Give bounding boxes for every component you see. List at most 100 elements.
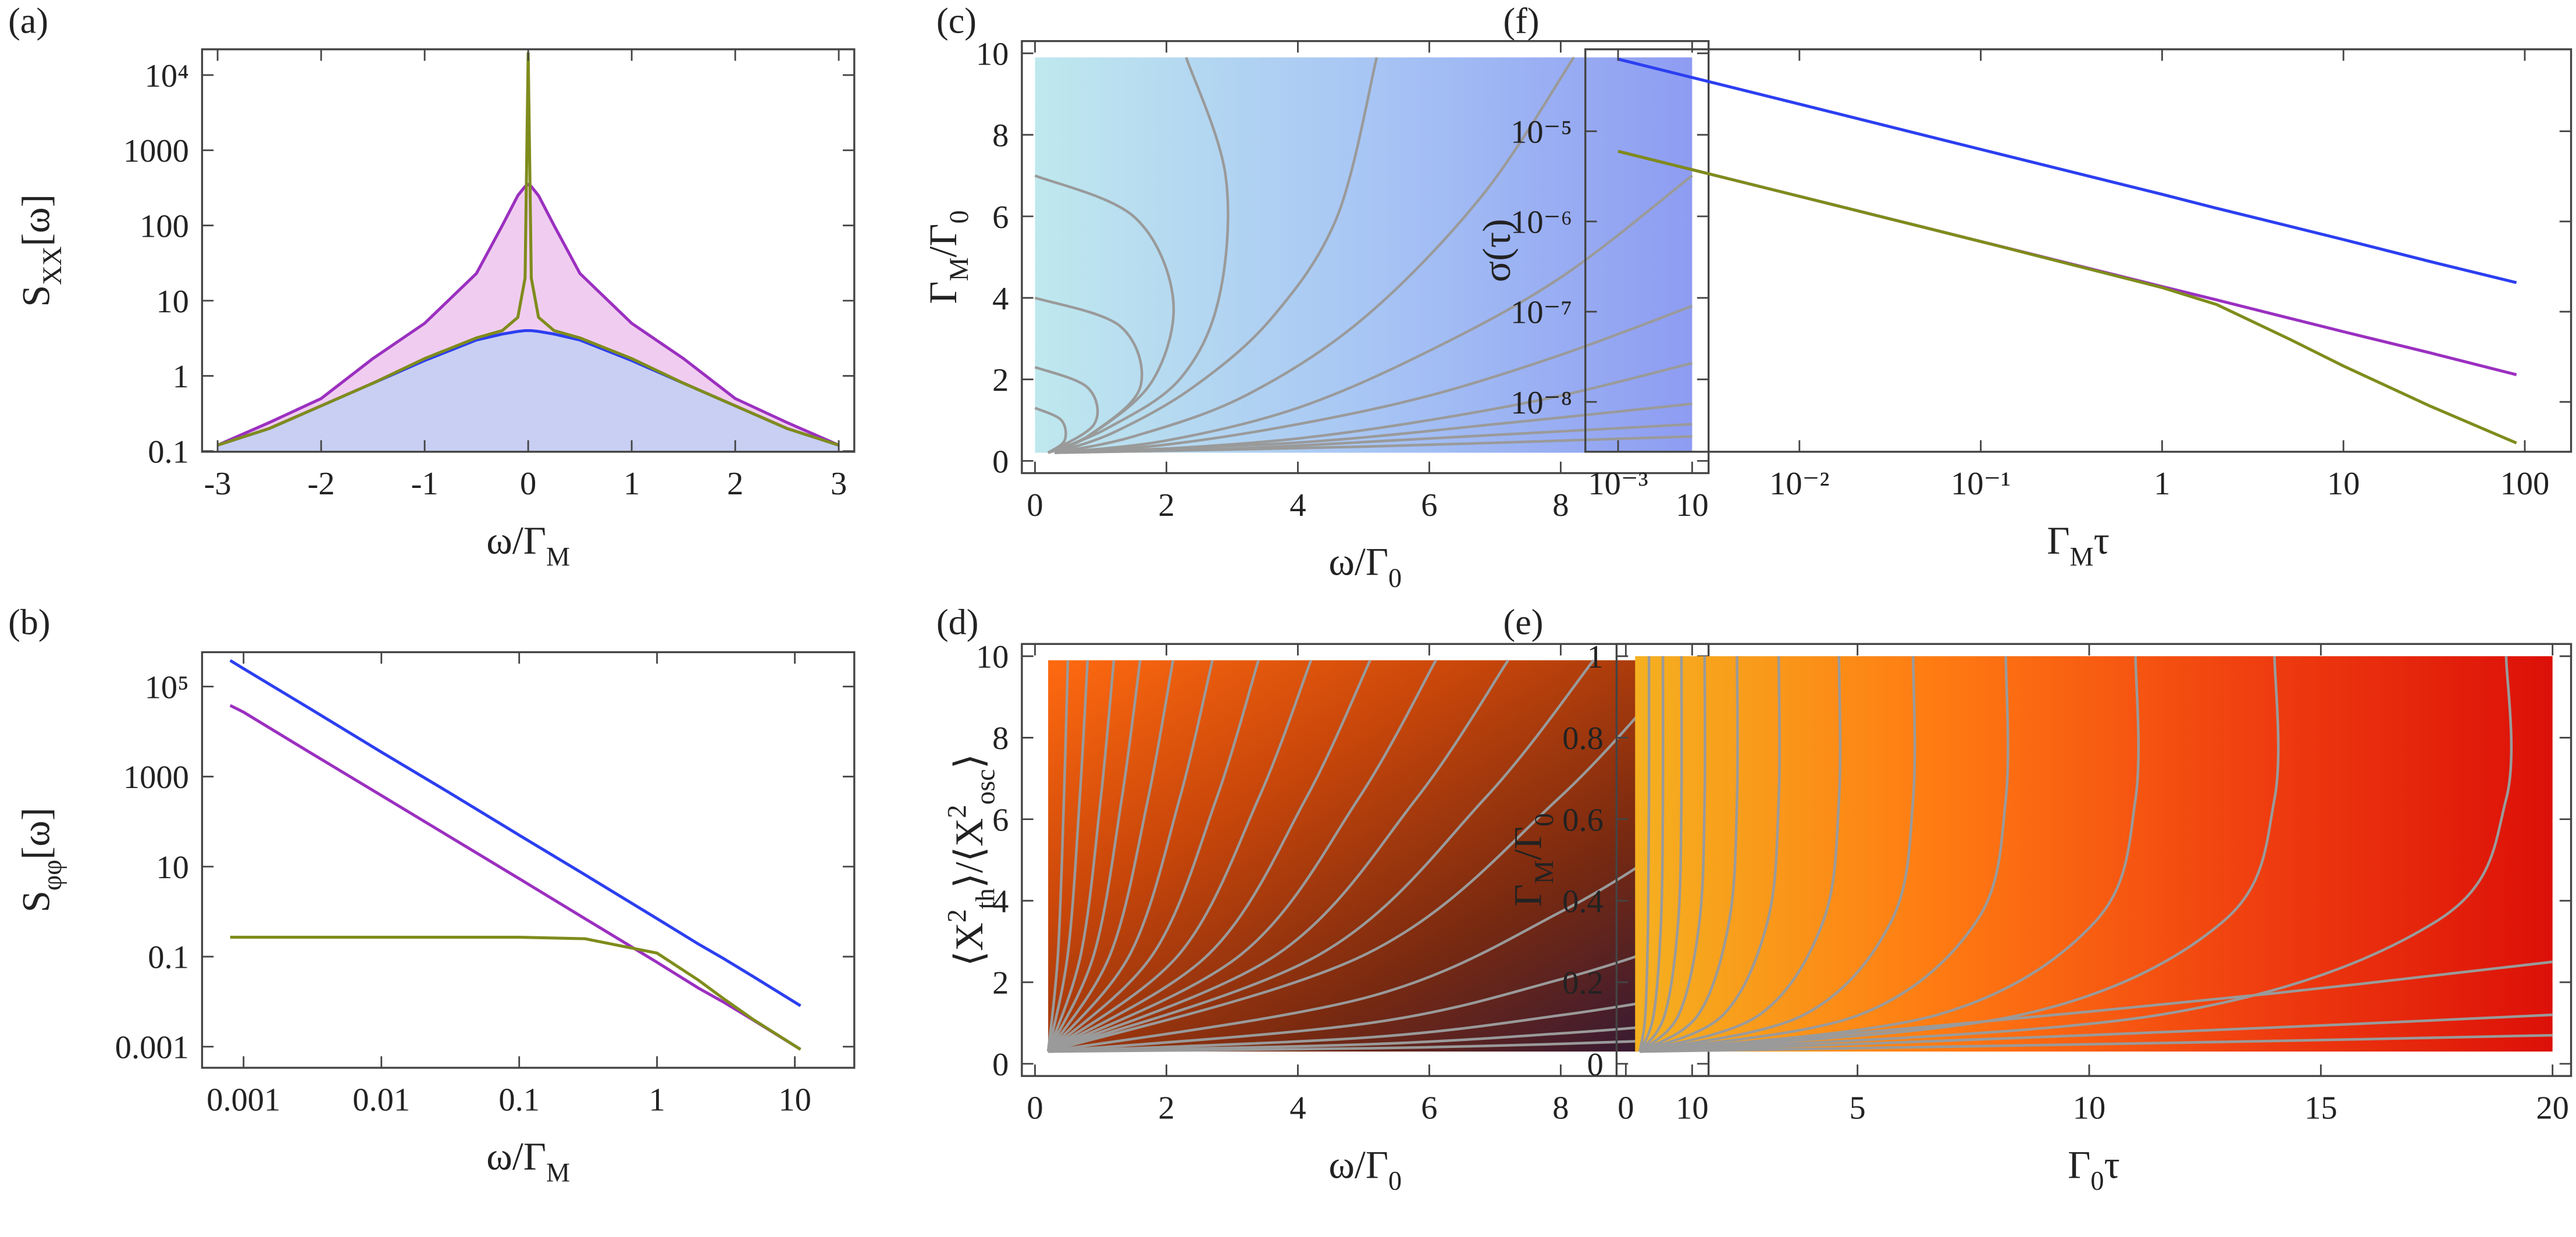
- contour-line: [1047, 830, 1693, 1053]
- panel-label: (d): [936, 603, 978, 642]
- x-tick-label: 4: [1289, 487, 1306, 523]
- y-tick-label: 10⁵: [145, 669, 189, 705]
- x-tick-label: -1: [411, 466, 439, 502]
- panel: 10⁻³ 10⁻² 10⁻¹ 1 10 100 10⁻⁵ 10⁻⁶ 10⁻⁷ 10⁻⁸ (f) ΓMτ…: [1475, 2, 2573, 571]
- label-part: φφ: [37, 860, 67, 890]
- y-tick-label: 0: [992, 1047, 1009, 1083]
- contour-line: [1047, 660, 1260, 1053]
- contour-line: [1054, 56, 1575, 454]
- x-tick-label: 10⁻¹: [1951, 466, 2011, 502]
- y-tick-label: 4: [992, 281, 1009, 317]
- y-axis-label: Sφφ[ω]: [15, 807, 67, 912]
- contour-line: [1047, 660, 1313, 1053]
- area-fill: [218, 330, 839, 452]
- label-part: 0: [1529, 813, 1559, 826]
- label-part: [ω]: [15, 194, 58, 247]
- x-tick-label: 0.1: [498, 1082, 540, 1118]
- y-tick-label: 10⁴: [145, 58, 189, 94]
- x-tick-label: 15: [2304, 1090, 2337, 1127]
- panel: 0.001 0.01 0.1 1 10 0.001 0.1 10 1000 10⁵ (b) ω/ΓM S…: [8, 603, 856, 1187]
- x-tick-label: -2: [308, 466, 335, 502]
- y-tick-label: 10⁻⁷: [1510, 295, 1572, 331]
- x-tick-label: 2: [1158, 487, 1174, 523]
- contour-line: [1640, 960, 2553, 1053]
- label-part: Γ: [2068, 1143, 2090, 1186]
- contour-line: [1054, 57, 1378, 454]
- y-tick-label: 100: [140, 208, 189, 244]
- series-line: [1617, 58, 2517, 284]
- contour-line: [1034, 366, 1099, 454]
- x-tick-label: 10: [2073, 1090, 2105, 1127]
- panel-label: (a): [8, 2, 48, 41]
- label-part: ω/Γ: [486, 1135, 546, 1178]
- y-tick-label: 2: [992, 362, 1009, 398]
- frame: [1615, 643, 2573, 1077]
- y-axis-label: SXX[ω]: [15, 194, 67, 307]
- y-tick-label: 0.1: [148, 940, 189, 976]
- x-tick-label: 10: [1676, 1090, 1708, 1127]
- x-tick-label: 10⁻²: [1769, 466, 1829, 502]
- label-part: 0: [1388, 1166, 1402, 1196]
- contour-line: [1047, 56, 1230, 454]
- plot-area: [1046, 659, 1693, 1053]
- y-tick-label: 10: [976, 639, 1009, 675]
- label-part: ⟨X: [947, 922, 991, 966]
- x-tick-label: 4: [1289, 1090, 1306, 1127]
- y-tick-label: 0: [992, 444, 1009, 480]
- contour-line: [1639, 656, 1739, 1053]
- contour-line: [1639, 656, 1842, 1053]
- y-tick-label: 6: [992, 199, 1009, 236]
- label-part: ω/Γ: [1328, 1143, 1388, 1186]
- label-part: Γ: [921, 281, 965, 304]
- series-line: [229, 659, 801, 1007]
- contour-line: [1047, 660, 1509, 1053]
- x-tick-label: 0: [1027, 487, 1043, 523]
- y-axis-label: σ(τ): [1475, 219, 1519, 282]
- y-tick-label: 0.2: [1562, 965, 1604, 1001]
- x-tick-label: 2: [727, 466, 743, 502]
- contour-line: [1047, 659, 1595, 1053]
- contour-line: [1048, 993, 1693, 1053]
- contour-line: [1640, 656, 2280, 1053]
- label-part: M: [546, 1157, 570, 1187]
- x-tick-label: 0: [1617, 1090, 1634, 1127]
- density-field: [1635, 656, 2553, 1052]
- y-tick-label: 0.4: [1562, 884, 1604, 920]
- contour-line: [1047, 660, 1142, 1053]
- series-line: [230, 936, 801, 1051]
- label-part: th: [970, 888, 1000, 909]
- contour-line: [1054, 435, 1693, 454]
- x-tick-label: 0: [520, 466, 536, 502]
- x-tick-label: 100: [2500, 466, 2550, 502]
- panel-label: (c): [936, 2, 977, 41]
- label-part: 2: [942, 805, 972, 818]
- contour-line: [1034, 174, 1175, 454]
- frame: [1021, 40, 1710, 475]
- series-line: [1617, 149, 2517, 445]
- y-tick-label: 0.6: [1562, 802, 1604, 838]
- y-axis-label: ΓM/Γ0: [921, 210, 974, 304]
- panel-label: (e): [1503, 603, 1544, 642]
- x-tick-label: 8: [1552, 1090, 1569, 1127]
- label-part: /Γ: [1506, 826, 1549, 860]
- y-tick-label: 1: [173, 359, 189, 395]
- label-part: 0: [1388, 563, 1402, 593]
- x-tick-label: 20: [2536, 1090, 2568, 1127]
- x-tick-label: 0.01: [352, 1082, 410, 1118]
- y-tick-label: 0.8: [1562, 721, 1604, 757]
- label-part: [ω]: [15, 807, 58, 860]
- y-tick-label: 1: [1587, 639, 1604, 675]
- x-axis-label: Γ0τ: [2068, 1143, 2119, 1195]
- y-tick-label: 4: [992, 884, 1009, 920]
- contour-line: [1639, 656, 1916, 1053]
- contour-line: [1047, 660, 1214, 1053]
- contour-line: [1054, 402, 1693, 454]
- x-tick-label: 10⁻³: [1588, 466, 1648, 502]
- label-part: M: [2070, 541, 2094, 571]
- plot-area: [229, 659, 801, 1051]
- contour-line: [1046, 660, 1070, 1052]
- contour-line: [1638, 656, 1706, 1053]
- label-part: S: [15, 285, 58, 307]
- x-tick-label: 1: [623, 466, 640, 502]
